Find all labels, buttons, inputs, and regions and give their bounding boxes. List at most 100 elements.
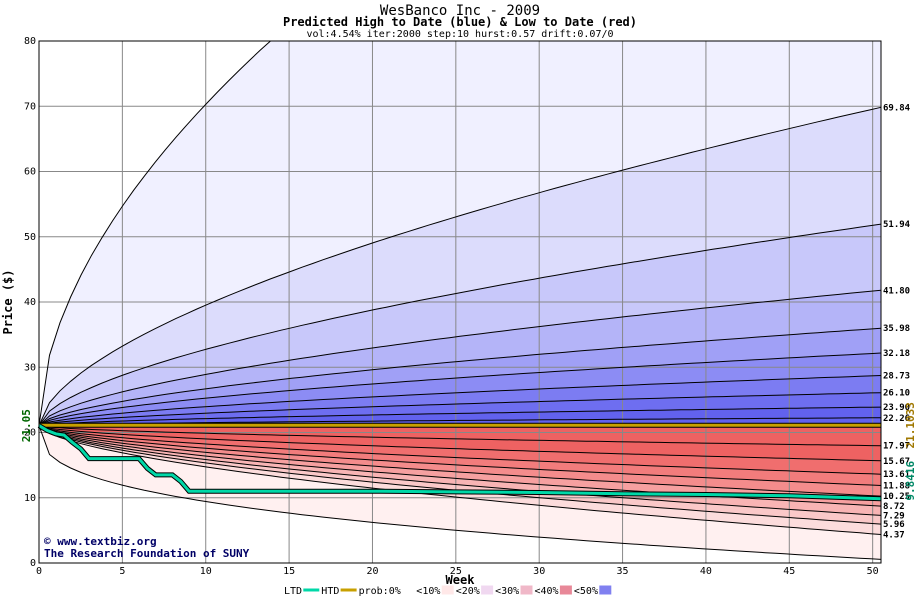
legend-swatch-2 [481,585,494,595]
x-tick-label: 10 [200,566,212,577]
high-curve-6 [38,392,882,427]
x-tick-label: 40 [700,566,712,577]
low-band-1 [39,425,881,535]
high-end-label-7: 23.90 [883,403,910,413]
low-end-label-3: 11.88 [883,481,910,491]
y-tick-label: 60 [24,167,36,178]
high-end-label-5: 28.73 [883,372,910,382]
legend-band-label-2: <30% [495,586,519,597]
high-band-5 [39,353,881,426]
legend-swatch-5 [599,585,612,595]
legend-prob-label: prob:0% [359,586,401,597]
credit-line-1: © www.textbiz.org [44,535,157,548]
low-outer-curve [38,425,882,560]
low-end-label-0: 17.97 [883,442,910,452]
credit-line-2: The Research Foundation of SUNY [44,547,250,560]
legend-band-label-0: <10% [416,586,440,597]
legend: LTD HTD prob:0% <10% <20% <30% <40% <50% [284,585,612,597]
legend-htd-label: HTD [321,586,339,597]
ltd-line [38,424,882,501]
low-curve-1 [38,425,882,462]
ltd-value-label: 9.8416 [904,461,917,501]
high-band-3 [39,290,881,426]
legend-band-label-3: <40% [535,586,559,597]
low-end-label-5: 8.72 [883,502,905,512]
legend-swatch-0 [402,585,415,595]
high-end-label-2: 41.80 [883,286,910,296]
legend-band-label-4: <50% [574,586,598,597]
chart-params: vol:4.54% iter:2000 step:10 hurst:0.57 d… [306,29,613,40]
legend-swatch-4 [559,585,572,595]
legend-ltd-swatch [303,588,320,592]
x-tick-label: 15 [283,566,295,577]
low-curve-0 [38,425,882,447]
high-curve-0 [38,106,882,426]
low-end-label-4: 10.25 [883,492,910,502]
high-band-0 [39,41,881,426]
low-band-3 [39,425,881,516]
x-tick-label: 30 [533,566,545,577]
high-end-label-3: 35.98 [883,324,910,334]
low-end-label-7: 5.96 [883,520,905,530]
start-price-label: 21.05 [20,409,33,442]
end-labels: 69.84 51.94 41.80 35.98 32.18 28.73 26.10 23.90… [883,103,917,540]
legend-htd-swatch [340,588,357,592]
high-curve-3 [38,327,882,427]
high-end-label-1: 51.94 [883,220,911,230]
high-end-label-0: 69.84 [883,103,911,113]
low-band-5 [39,425,881,497]
x-tick-label: 5 [119,566,125,577]
low-curve-3 [38,425,882,486]
high-band-4 [39,328,881,426]
high-curve-4 [38,352,882,427]
legend-swatch-3 [520,585,533,595]
x-tick-label: 20 [366,566,378,577]
y-tick-label: 10 [24,493,36,504]
x-tick-label: 50 [867,566,879,577]
legend-swatch-1 [441,585,454,595]
high-band-1 [39,107,881,426]
low-band-9 [39,425,881,446]
low-band-6 [39,425,881,486]
x-tick-label: 35 [617,566,629,577]
high-end-label-6: 26.10 [883,389,910,399]
plot-frame [38,40,882,564]
x-tick-label: 0 [36,566,42,577]
chart-title: WesBanco Inc - 2009 [380,3,540,19]
low-end-label-2: 13.61 [883,470,910,480]
y-tick-label: 30 [24,362,36,373]
low-end-label-6: 7.29 [883,511,905,521]
low-end-label-1: 15.67 [883,457,910,467]
low-band-0 [39,425,881,560]
low-curve-5 [38,425,882,507]
low-curve-6 [38,425,882,516]
x-tick-label: 45 [783,566,795,577]
low-band-7 [39,425,881,475]
high-curve-1 [38,223,882,426]
high-band-8 [39,407,881,426]
x-axis-label: Week [446,573,476,587]
low-curve-2 [38,425,882,475]
y-tick-label: 80 [24,36,36,47]
y-axis-label: Price ($) [1,269,15,334]
axes: 0 5 10 15 20 25 30 35 40 45 50 0 10 20 30 40 50 60 70 80 21.… [20,36,882,577]
y-tick-label: 40 [24,297,36,308]
high-end-label-4: 32.18 [883,349,910,359]
series-lines [37,422,882,502]
low-end-label-8: 4.37 [883,530,905,540]
y-tick-label: 50 [24,232,36,243]
low-curve-4 [38,425,882,497]
y-tick-label: 70 [24,101,36,112]
legend-ltd-label: LTD [284,586,302,597]
legend-band-label-1: <20% [456,586,480,597]
htd-value-label: 21.1033 [904,402,917,448]
low-band-4 [39,425,881,507]
high-band-2 [39,224,881,426]
high-curve-2 [38,289,882,426]
high-curve-5 [38,375,882,427]
low-curve-8 [38,425,882,535]
y-tick-label: 0 [30,558,36,569]
high-end-label-8: 22.26 [883,414,910,424]
low-band-2 [39,425,881,525]
